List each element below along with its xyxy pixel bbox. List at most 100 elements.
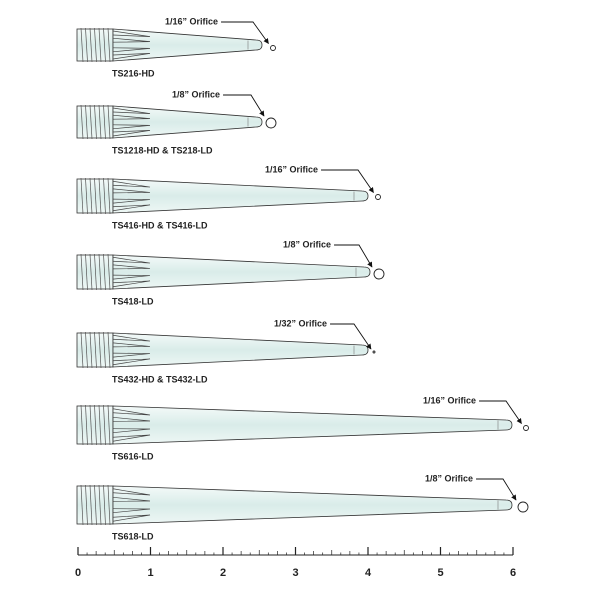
rib (112, 416, 151, 422)
orifice-label: 1/16” Orifice (165, 16, 218, 26)
orifice-label: 1/32” Orifice (274, 318, 327, 328)
rib (112, 428, 151, 434)
rib (112, 130, 151, 137)
thread (103, 104, 106, 140)
rib (112, 352, 151, 358)
thread (89, 484, 93, 526)
orifice-circle (375, 194, 381, 200)
thread (98, 27, 102, 63)
thread (107, 177, 111, 215)
tip (76, 484, 513, 526)
thread (107, 253, 111, 291)
thread (98, 177, 102, 215)
rib (112, 434, 151, 442)
thread (85, 253, 88, 291)
thread (89, 27, 93, 63)
thread (107, 27, 111, 63)
ruler-label: 4 (365, 567, 372, 579)
thread (98, 331, 102, 369)
rib (112, 256, 151, 264)
leader-line (476, 478, 517, 501)
thread (80, 331, 84, 369)
tip-label: TS416-HD & TS416-LD (112, 220, 208, 230)
orifice-label: 1/8” Orifice (283, 239, 331, 249)
rib (112, 496, 151, 502)
leader-line (223, 94, 265, 117)
ruler-label: 3 (292, 567, 298, 579)
rib (112, 188, 151, 194)
orifice-circle (373, 268, 385, 280)
thread (98, 253, 102, 291)
tip-body (112, 105, 263, 139)
orifice-circle (517, 501, 529, 513)
leader-line (479, 400, 522, 424)
thread (85, 404, 88, 446)
orifice-circle (265, 117, 277, 129)
tip-body (112, 332, 369, 368)
thread (107, 104, 111, 140)
rib (112, 264, 151, 270)
thread (103, 27, 106, 63)
thread (89, 331, 93, 369)
thread (89, 177, 93, 215)
thread (80, 27, 84, 63)
thread (94, 404, 97, 446)
orifice-circle (523, 425, 529, 431)
rib (112, 180, 151, 188)
tip-hub (76, 254, 114, 290)
ruler-label: 6 (510, 567, 516, 579)
thread (107, 404, 111, 446)
thread (103, 331, 106, 369)
tip-body (112, 254, 371, 290)
thread (80, 484, 84, 526)
orifice-circle (270, 45, 276, 51)
rib (112, 488, 151, 496)
tip-hub (76, 178, 114, 214)
leader-line (321, 169, 374, 193)
rib (112, 124, 151, 130)
ruler-label: 2 (220, 567, 226, 579)
tip (76, 404, 513, 446)
tip-label: TS216-HD (112, 68, 155, 78)
thread (80, 104, 84, 140)
thread (89, 404, 93, 446)
thread (94, 177, 97, 215)
rib (112, 37, 151, 43)
thread (94, 253, 97, 291)
rib (112, 47, 151, 53)
rib (112, 274, 151, 280)
rib (112, 198, 151, 204)
rib (112, 342, 151, 348)
thread (89, 104, 93, 140)
thread (85, 484, 88, 526)
tip (76, 177, 369, 215)
thread (85, 104, 88, 140)
rib (112, 53, 151, 60)
thread (94, 27, 97, 63)
thread (80, 177, 84, 215)
orifice-label: 1/16” Orifice (423, 395, 476, 405)
thread (85, 27, 88, 63)
rib (112, 408, 151, 416)
thread (98, 404, 102, 446)
ruler-label: 1 (147, 567, 153, 579)
thread (103, 404, 106, 446)
thread (103, 484, 106, 526)
tip-body (112, 405, 513, 445)
thread (98, 484, 102, 526)
thread (107, 331, 111, 369)
rib (112, 107, 151, 114)
tip-body (112, 178, 369, 214)
tip-label: TS418-LD (112, 296, 154, 306)
rib (112, 508, 151, 514)
rib (112, 514, 151, 522)
orifice-label: 1/8” Orifice (172, 89, 220, 99)
leader-line (221, 21, 269, 44)
tip (76, 104, 263, 140)
thread (80, 253, 84, 291)
rib (112, 204, 151, 212)
thread (85, 177, 88, 215)
tip-label: TS616-LD (112, 451, 154, 461)
orifice-circle (372, 350, 376, 354)
